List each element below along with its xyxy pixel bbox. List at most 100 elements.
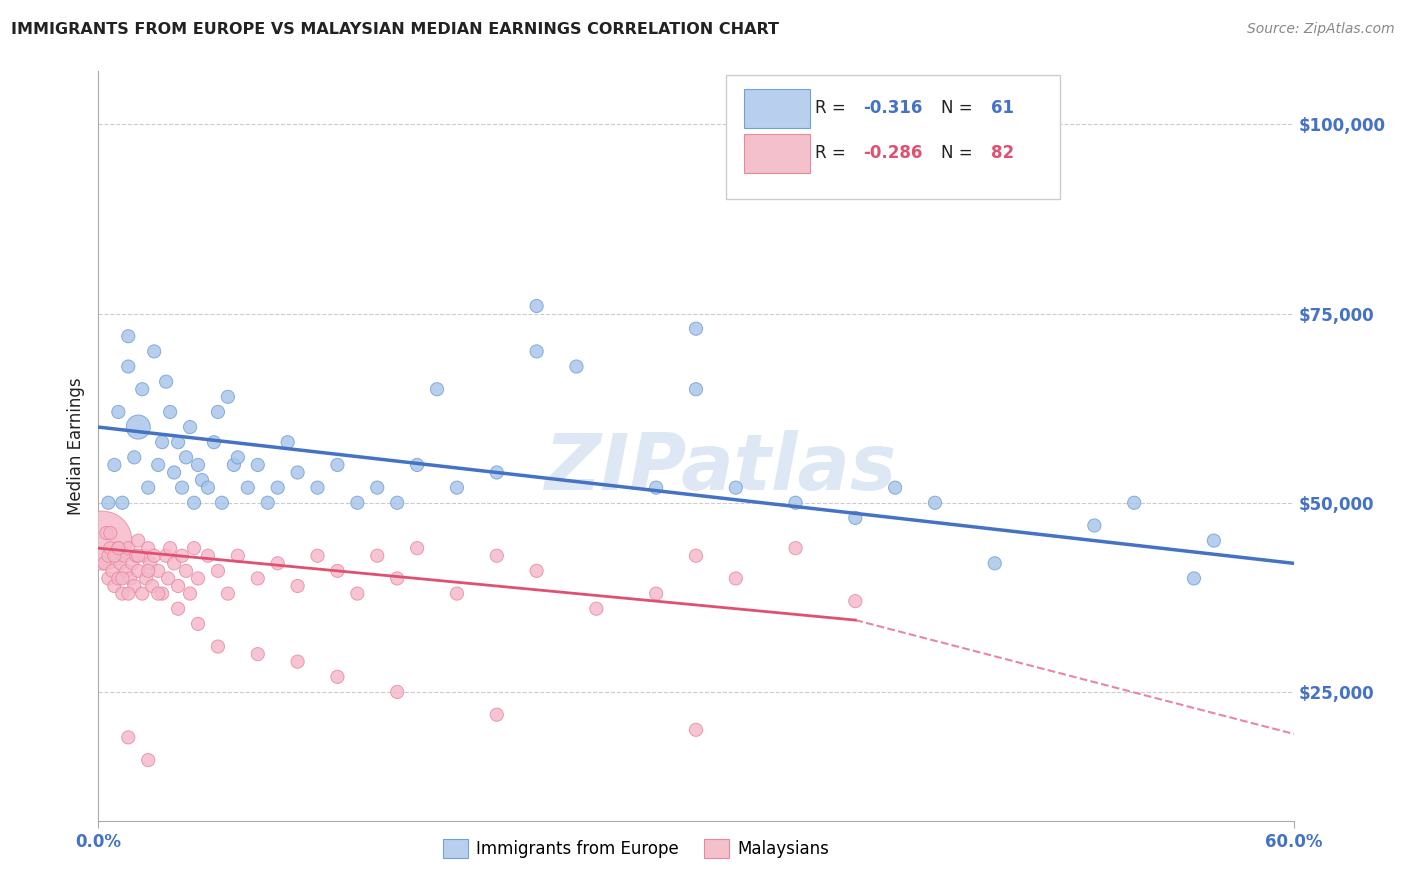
Point xyxy=(135,571,157,585)
Point xyxy=(111,586,134,600)
Point xyxy=(385,685,409,699)
Point xyxy=(207,640,229,654)
Point xyxy=(685,321,707,335)
Point xyxy=(526,299,548,313)
Point xyxy=(107,571,129,585)
Point xyxy=(585,601,607,615)
Point xyxy=(307,481,329,495)
Point xyxy=(236,481,259,495)
Point xyxy=(256,496,278,510)
Point xyxy=(346,496,368,510)
FancyBboxPatch shape xyxy=(744,134,810,172)
Point xyxy=(724,571,747,585)
Point xyxy=(187,571,209,585)
Point xyxy=(136,564,159,578)
Text: N =: N = xyxy=(941,99,977,117)
Point xyxy=(187,458,209,472)
Point xyxy=(124,579,146,593)
Point xyxy=(110,557,132,571)
Point xyxy=(183,541,205,556)
Point xyxy=(984,557,1007,571)
Point xyxy=(844,511,866,525)
Point xyxy=(148,564,170,578)
Text: 61: 61 xyxy=(991,99,1014,117)
Point xyxy=(163,466,186,480)
Point xyxy=(366,481,388,495)
Point xyxy=(117,329,139,343)
Point xyxy=(366,549,388,563)
Y-axis label: Median Earnings: Median Earnings xyxy=(66,377,84,515)
Point xyxy=(105,549,128,563)
Text: IMMIGRANTS FROM EUROPE VS MALAYSIAN MEDIAN EARNINGS CORRELATION CHART: IMMIGRANTS FROM EUROPE VS MALAYSIAN MEDI… xyxy=(11,22,779,37)
FancyBboxPatch shape xyxy=(725,75,1060,199)
Point xyxy=(97,571,120,585)
Point xyxy=(246,571,269,585)
Point xyxy=(287,466,309,480)
Point xyxy=(685,382,707,396)
Point xyxy=(159,541,181,556)
Point xyxy=(326,458,349,472)
Point xyxy=(526,564,548,578)
Point xyxy=(96,526,118,541)
Point xyxy=(91,533,114,548)
Point xyxy=(167,579,190,593)
Point xyxy=(485,549,508,563)
Point xyxy=(163,557,186,571)
Point xyxy=(785,496,807,510)
Point xyxy=(326,670,349,684)
Point xyxy=(844,594,866,608)
Point xyxy=(159,405,181,419)
Text: N =: N = xyxy=(941,144,977,162)
Point xyxy=(446,481,468,495)
Point xyxy=(207,405,229,419)
Text: R =: R = xyxy=(815,144,852,162)
Point xyxy=(385,571,409,585)
Point xyxy=(141,579,163,593)
Point xyxy=(131,586,153,600)
Point xyxy=(685,549,707,563)
Point xyxy=(277,435,299,450)
Point xyxy=(124,450,146,465)
Point xyxy=(134,549,156,563)
Point xyxy=(197,481,219,495)
Point xyxy=(127,533,149,548)
Point xyxy=(120,571,142,585)
Point xyxy=(924,496,946,510)
Point xyxy=(785,541,807,556)
Point xyxy=(139,557,162,571)
Point xyxy=(98,526,122,541)
FancyBboxPatch shape xyxy=(744,88,810,128)
Point xyxy=(246,458,269,472)
Point xyxy=(117,359,139,374)
Point xyxy=(406,458,429,472)
Text: ZIPatlas: ZIPatlas xyxy=(544,431,896,507)
Point xyxy=(346,586,368,600)
Point xyxy=(103,549,125,563)
Point xyxy=(187,616,209,631)
Point xyxy=(645,586,668,600)
Point xyxy=(155,549,177,563)
Point xyxy=(143,549,166,563)
Point xyxy=(724,481,747,495)
Point xyxy=(103,458,125,472)
Point xyxy=(174,564,197,578)
Point xyxy=(136,481,159,495)
Point xyxy=(1083,518,1105,533)
Point xyxy=(127,564,149,578)
Point xyxy=(226,450,249,465)
Point xyxy=(127,420,149,434)
Point xyxy=(150,586,173,600)
Point xyxy=(117,541,139,556)
Point xyxy=(217,390,239,404)
Point xyxy=(172,481,194,495)
Point xyxy=(107,541,129,556)
Point xyxy=(1123,496,1146,510)
Point xyxy=(117,731,139,745)
Point xyxy=(485,707,508,722)
Point xyxy=(103,579,125,593)
Point xyxy=(125,549,148,563)
Point xyxy=(207,564,229,578)
Point xyxy=(884,481,907,495)
Point xyxy=(485,466,508,480)
Point xyxy=(307,549,329,563)
